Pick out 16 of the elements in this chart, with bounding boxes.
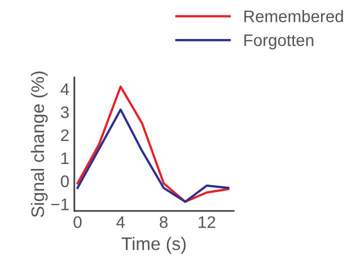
x-tick-label: 8 bbox=[160, 216, 168, 228]
y-tick-label: −1 bbox=[51, 198, 69, 210]
y-tick-label: 0 bbox=[60, 175, 69, 188]
legend-label: Forgotten bbox=[244, 34, 314, 50]
x-axis-title: Time (s) bbox=[122, 236, 186, 254]
line-series bbox=[76, 86, 230, 203]
y-tick-label: 4 bbox=[60, 84, 69, 95]
y-axis-title: Signal change (%) bbox=[30, 72, 48, 218]
x-tick-label: 0 bbox=[74, 216, 82, 228]
line-series bbox=[76, 108, 230, 203]
y-tick-label: 3 bbox=[60, 106, 69, 118]
y-tick-label: 1 bbox=[61, 152, 69, 164]
x-tick-label: 12 bbox=[198, 216, 216, 228]
y-tick-label: 2 bbox=[61, 129, 69, 142]
x-tick-label: 4 bbox=[116, 216, 125, 228]
legend-label: Remembered bbox=[244, 10, 343, 22]
